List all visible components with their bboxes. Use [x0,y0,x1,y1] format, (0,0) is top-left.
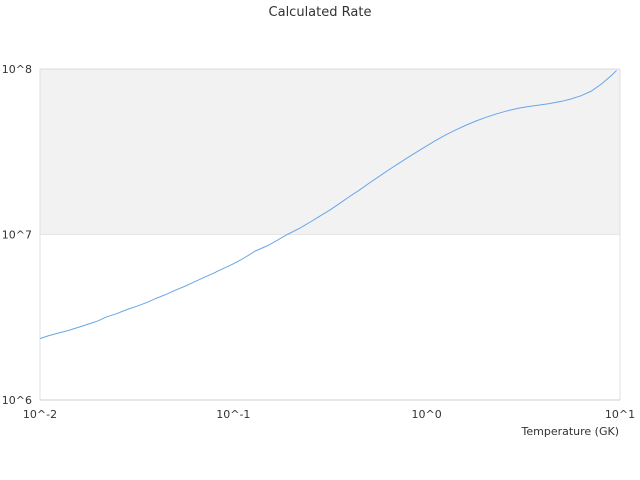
x-tick-label: 10^0 [412,408,442,421]
series-line [39,70,617,340]
y-tick-label: 10^8 [2,63,32,76]
series-layer [39,70,617,340]
chart-title: Calculated Rate [269,5,372,20]
axis-layer [39,68,621,401]
plot-band-layer [40,69,620,235]
y-tick-label: 10^6 [2,394,32,407]
x-tick-label: 10^-1 [216,408,250,421]
x-tick-label: 10^1 [605,408,635,421]
plot-band [40,69,620,235]
y-tick-label: 10^7 [2,229,32,242]
tick-label-layer: 10^-2 10^-1 10^0 10^1 10^6 10^7 10^8 [2,63,635,421]
x-axis-title: Temperature (GK) [521,425,620,438]
x-tick-label: 10^-2 [23,408,57,421]
